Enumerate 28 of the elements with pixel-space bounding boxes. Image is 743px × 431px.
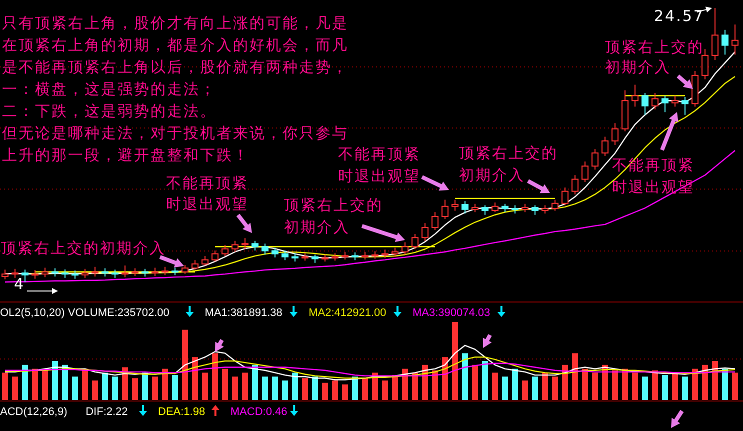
annotation: 只有顶紧右上角，股价才有向上涨的可能，凡是 [2,14,348,32]
annotation: 在顶紧右上角的初期，都是介入的好机会，而凡 [2,36,348,54]
annotation: 顶紧右上交的初期介入 [1,239,166,257]
annotation: 时退出观望 [166,195,248,213]
text: MA3:390074.03 [412,307,490,319]
annotation: 顶紧右上交的 [605,38,704,56]
annotation: 二：下跌，这是弱势的走法。 [2,102,216,120]
annotation: 初期介入 [284,218,350,236]
annotation: 不能再顶紧 [338,145,420,163]
annotation: 24.57 [654,7,704,25]
text: ACD(12,26,9) [0,406,68,418]
annotation: 不能再顶紧 [166,174,248,192]
annotation: 时退出观望 [338,167,420,185]
annotation: 是不能再顶紧右上角以后，股价就有两种走势， [2,58,348,76]
annotation: 初期介入 [459,166,525,184]
chart-title: OL2(5,10,20) VOLUME:235702.00 [0,307,170,319]
annotation: 一：横盘，这是强势的走法； [2,80,216,98]
text: MA2:412921.00 [308,307,386,319]
annotation: 顶紧右上交的 [459,144,558,162]
text: DIF:2.22 [86,406,128,418]
annotation: 上升的那一段，避开盘整和下跌！ [2,146,250,164]
annotation: 初期介入 [605,58,671,76]
annotation: 顶紧右上交的 [284,196,383,214]
annotation: 不能再顶紧 [612,156,694,174]
text: MA1:381891.38 [204,307,282,319]
text: MACD:0.46 [230,406,288,418]
text: DEA:1.98 [158,406,206,418]
annotation: 但无论是哪种走法，对于投机者来说，你只参与 [2,124,348,142]
